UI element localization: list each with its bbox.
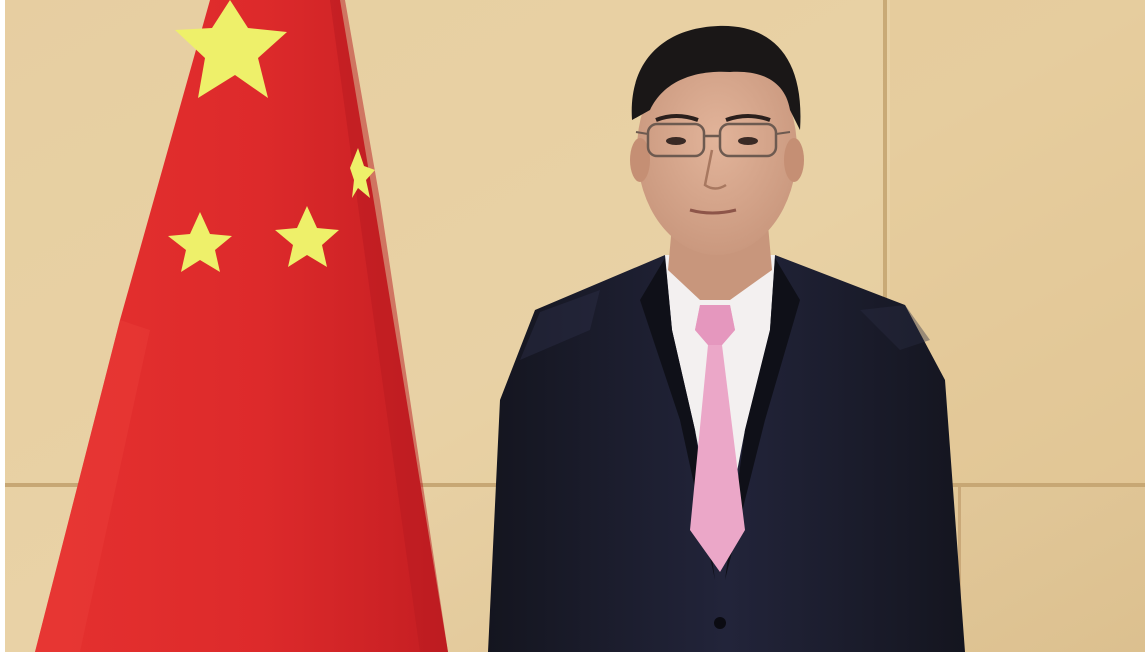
glasses-icon bbox=[635, 122, 791, 158]
pink-tie bbox=[690, 305, 745, 572]
hair bbox=[631, 25, 801, 131]
left-lapel bbox=[640, 258, 715, 580]
flag-large-star-icon bbox=[175, 0, 287, 98]
wall-joint-vertical-lower bbox=[958, 487, 961, 652]
face bbox=[637, 45, 797, 255]
jacket-button bbox=[714, 617, 726, 629]
flag-small-star-icon bbox=[350, 148, 375, 198]
flag-small-star-icon bbox=[168, 212, 232, 272]
flag-small-star-icon bbox=[275, 206, 339, 267]
wall-joint-vertical bbox=[883, 0, 887, 485]
person bbox=[488, 25, 965, 652]
right-lapel bbox=[725, 258, 800, 580]
china-flag bbox=[35, 0, 448, 652]
